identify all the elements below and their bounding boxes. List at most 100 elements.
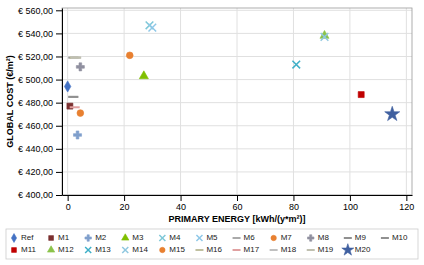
tick-mark [68,195,69,201]
legend-label: M20 [355,245,371,254]
legend-label: M9 [355,233,367,242]
plot-frame [62,8,412,195]
point [358,92,364,98]
point [70,106,80,108]
tick-mark [56,103,62,104]
legend-label: M10 [392,233,408,242]
legend-marker [271,235,276,240]
tick-mark [56,80,62,81]
legend-marker [122,247,128,253]
legend-label: M5 [206,233,218,242]
legend-marker [308,235,314,241]
legend-item: M20 [342,244,371,255]
tick-label: 120 [399,202,414,212]
legend-marker [342,244,354,255]
legend-item: M4 [159,233,181,242]
legend-item: Ref [11,233,34,242]
tick-label: € 460,00 [18,121,53,131]
tick-label: € 480,00 [18,98,53,108]
point [385,106,400,120]
point [321,33,329,41]
tick-label: € 560,00 [18,6,53,16]
legend-item: M9 [344,233,367,242]
legend-label: M4 [169,233,181,242]
legend-label: M7 [281,233,293,242]
tick: 100 [343,195,358,212]
legend-item: M10 [381,233,408,242]
point [148,24,156,32]
legend-marker [11,234,16,243]
point [292,61,300,69]
legend-label: M8 [318,233,330,242]
grid-line-y [62,171,412,172]
tick-mark [56,56,62,57]
legend-label: M1 [58,233,70,242]
plot: 020406080100120€ 400,00€ 420,00€ 440,00€… [18,6,414,213]
tick-label: € 540,00 [18,29,53,39]
grid-line-y [62,148,412,149]
tick: € 540,00 [18,29,62,39]
tick: € 420,00 [18,167,62,177]
legend-marker [47,246,54,252]
tick-label: € 400,00 [18,190,53,200]
tick-label: € 500,00 [18,75,53,85]
tick: 80 [289,195,299,212]
grid-line-x [67,8,68,195]
tick: € 500,00 [18,75,62,85]
legend-label: M19 [318,245,334,254]
legend-item: M2 [85,233,107,242]
tick-label: € 520,00 [18,52,53,62]
grid-line-x [406,8,407,195]
legend-marker [85,235,91,241]
legend-item: M6 [233,233,256,242]
legend-item: M12 [47,245,74,254]
grid-line-y [62,33,412,34]
legend-label: M15 [169,245,185,254]
legend-label: M17 [244,245,260,254]
axis-line [62,9,63,196]
legend-label: M18 [281,245,297,254]
legend-frame [6,229,418,259]
tick-label: 40 [176,202,186,212]
grid [62,8,412,195]
legend-marker [122,234,129,240]
tick-label: € 420,00 [18,167,53,177]
point [71,57,81,59]
legend-marker [49,236,54,241]
point [68,96,78,98]
legend-item: M8 [308,233,330,242]
grid-line-y [62,125,412,126]
tick-mark [124,195,125,201]
tick: 40 [176,195,186,212]
legend-item: M3 [122,233,144,242]
tick-mark [56,10,62,11]
tick-label: 100 [343,202,358,212]
x-axis-title: PRIMARY ENERGY [kWh/(y*m²)] [169,214,306,224]
legend-item: M1 [49,233,70,242]
tick: € 560,00 [18,6,62,16]
tick: € 480,00 [18,98,62,108]
legend-marker [159,235,165,241]
legend-item: M13 [85,245,111,254]
legend-marker [233,237,241,239]
tick: € 440,00 [18,144,62,154]
legend-item: M18 [270,245,297,254]
legend-label: M16 [206,245,222,254]
tick: € 520,00 [18,52,62,62]
grid-line-y [62,79,412,80]
grid-line-x [349,8,350,195]
legend-item: M16 [195,245,222,254]
legend-marker [85,247,91,253]
legend-label: M2 [95,233,107,242]
tick-mark [56,149,62,150]
tick-mark [181,195,182,201]
points [64,21,399,139]
legend-item: M14 [122,245,148,254]
tick-label: 60 [232,202,242,212]
grid-line-x [180,8,181,195]
tick-mark [56,172,62,173]
tick-mark [237,195,238,201]
tick-mark [406,195,407,201]
point [126,52,133,59]
tick: € 460,00 [18,121,62,131]
